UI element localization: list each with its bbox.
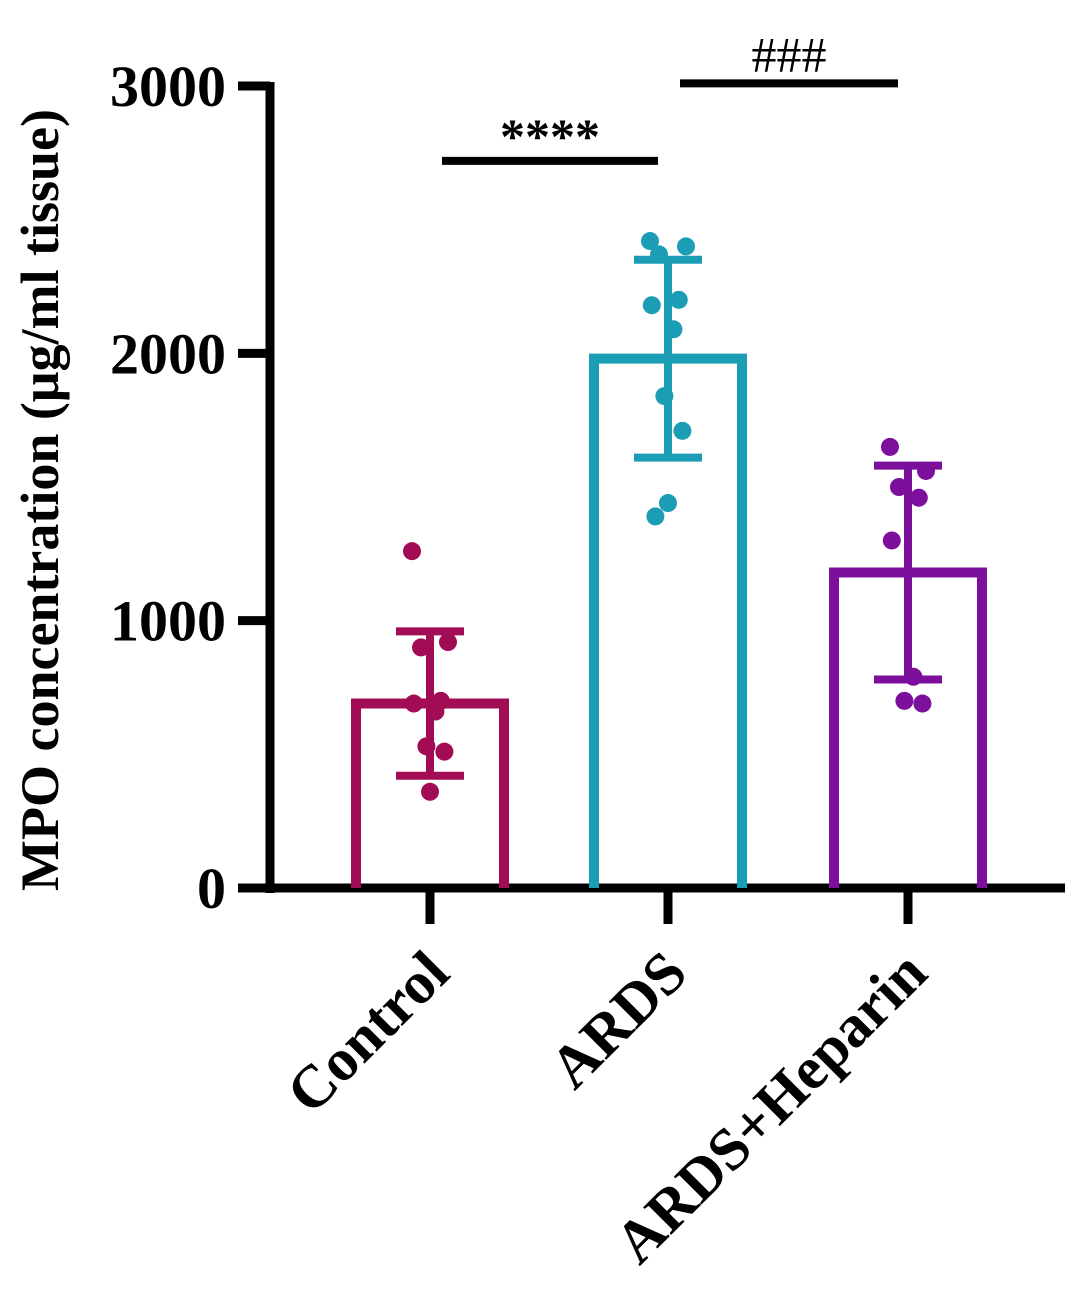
data-point — [904, 667, 923, 686]
data-point — [673, 421, 692, 440]
data-point — [646, 507, 665, 526]
error-bars-group — [396, 255, 942, 780]
data-point — [917, 461, 935, 480]
data-point — [404, 694, 423, 713]
data-point — [641, 232, 659, 251]
data-point — [412, 638, 430, 657]
data-point — [669, 290, 688, 309]
data-point — [881, 437, 899, 456]
y-axis: 0 1000 2000 3000 — [110, 54, 275, 921]
y-axis-label: MPO concentration (μg/ml tissue) — [10, 109, 70, 891]
data-points-group — [403, 232, 935, 801]
data-point — [642, 296, 661, 315]
significance-label: **** — [500, 108, 600, 164]
significance-label: ### — [752, 26, 827, 82]
y-tick-label: 0 — [197, 856, 226, 921]
x-tick-label: Control — [274, 939, 461, 1126]
data-point — [421, 782, 439, 801]
y-tick-label: 2000 — [110, 321, 226, 386]
data-point — [417, 737, 436, 756]
data-point — [435, 742, 454, 761]
x-tick-label: ARDS — [537, 939, 699, 1101]
data-point — [909, 488, 928, 507]
data-point — [664, 320, 683, 339]
data-point — [913, 694, 932, 713]
data-point — [439, 633, 457, 652]
data-point — [895, 691, 914, 710]
data-point — [659, 494, 677, 513]
y-tick-label: 1000 — [110, 589, 226, 654]
data-point — [882, 531, 901, 550]
y-tick-label: 3000 — [110, 54, 226, 119]
significance-group: **** ### — [442, 26, 898, 165]
data-point — [426, 702, 445, 721]
data-point — [890, 478, 908, 496]
data-point — [677, 237, 695, 256]
data-point — [655, 387, 674, 406]
data-point — [403, 542, 421, 561]
data-point — [650, 245, 668, 264]
